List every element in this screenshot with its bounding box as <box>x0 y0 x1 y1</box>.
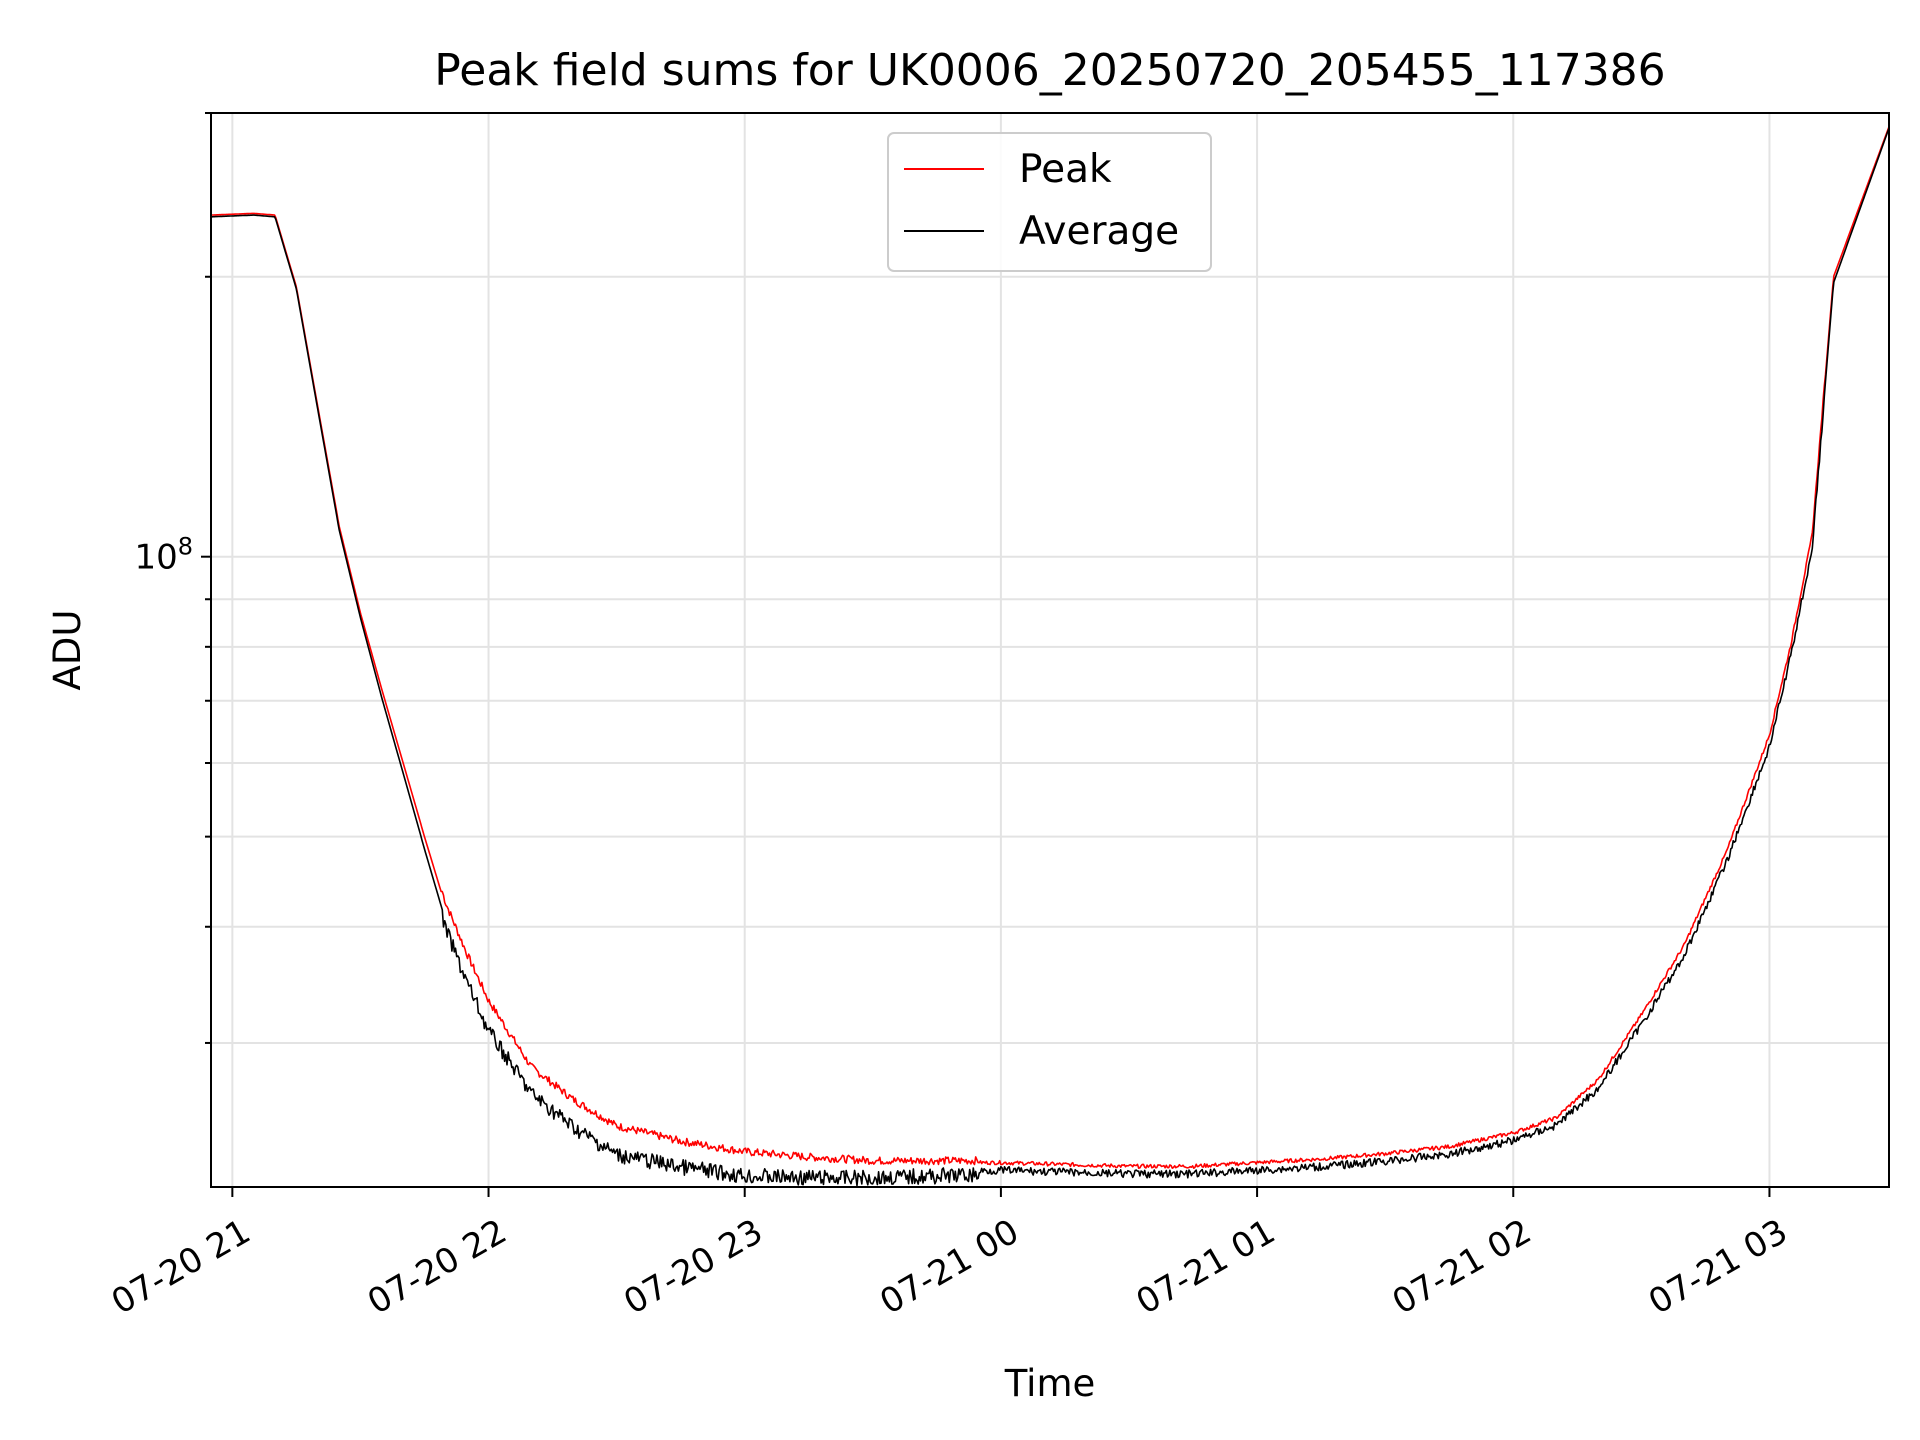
series-line-peak <box>210 126 1890 1169</box>
y-tick-label: 108 <box>134 533 193 578</box>
plot-frame <box>210 112 1890 1188</box>
y-axis-title: ADU <box>46 610 89 691</box>
y-tick-label-exponent: 8 <box>178 533 193 561</box>
legend: Peak Average <box>887 132 1212 272</box>
legend-box <box>887 132 1212 272</box>
series-layer <box>210 126 1890 1187</box>
legend-label-peak: Peak <box>1019 147 1112 192</box>
x-axis-title: Time <box>1004 1362 1096 1405</box>
chart-title: Peak field sums for UK0006_20250720_2054… <box>434 45 1665 96</box>
legend-label-average: Average <box>1019 209 1179 254</box>
y-tick-label-base: 10 <box>134 538 177 578</box>
series-line-average <box>211 127 1890 1187</box>
